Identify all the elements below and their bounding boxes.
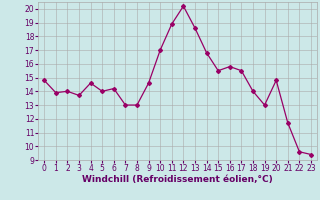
X-axis label: Windchill (Refroidissement éolien,°C): Windchill (Refroidissement éolien,°C) [82, 175, 273, 184]
